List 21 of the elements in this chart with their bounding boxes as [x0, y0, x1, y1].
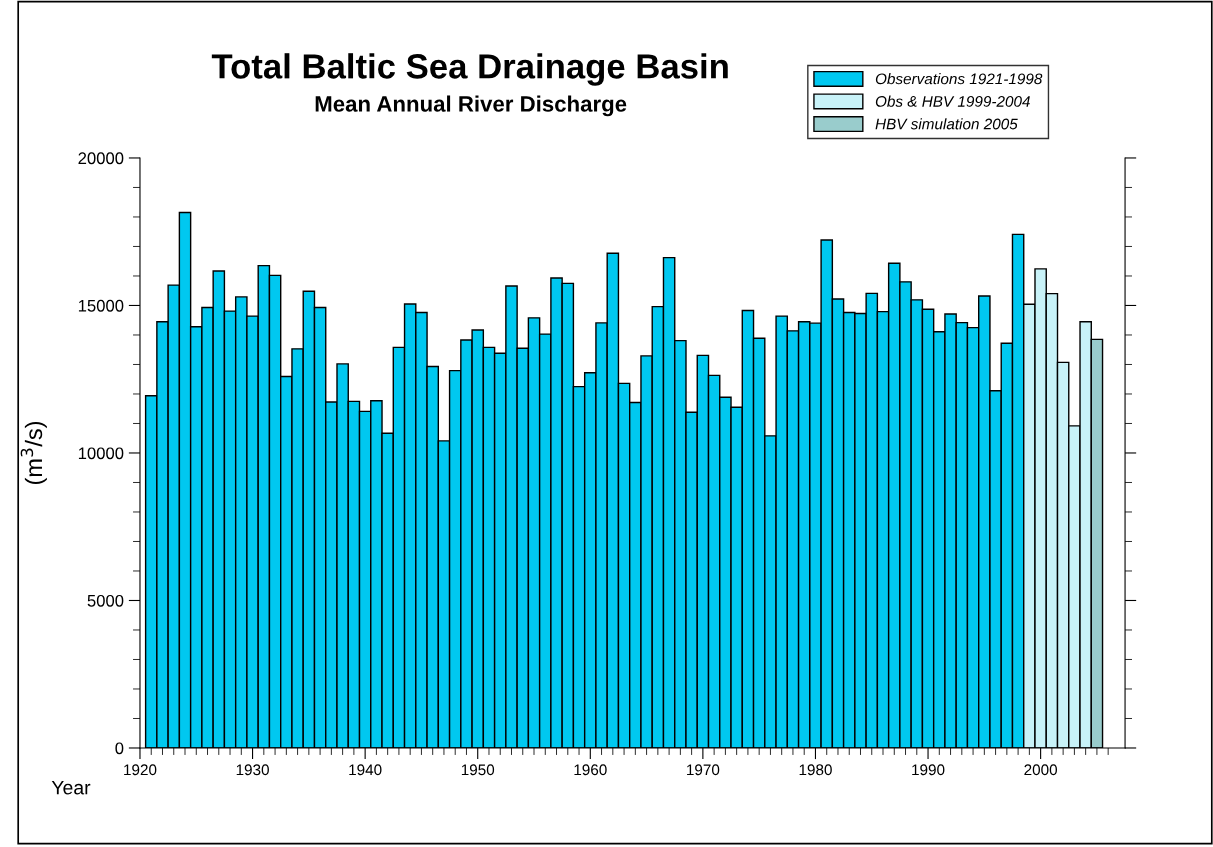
- legend-label: Observations 1921-1998: [875, 73, 1043, 85]
- chart-subtitle: Mean Annual River Discharge: [315, 95, 627, 117]
- y-tick-label: 10000: [78, 447, 124, 460]
- x-tick-label: 1960: [574, 764, 607, 776]
- x-axis-title: Year: [51, 780, 91, 795]
- x-tick-label: 1940: [349, 764, 382, 776]
- y-axis-title: (m$^{3}$/s): [20, 421, 47, 485]
- x-tick-label: 1970: [687, 764, 720, 776]
- y-tick-label: 0: [115, 742, 124, 755]
- y-tick-label: 5000: [87, 594, 124, 607]
- y-tick-label: 15000: [78, 299, 124, 312]
- legend-label: Obs & HBV 1999-2004: [875, 95, 1030, 107]
- chart-title: Total Baltic Sea Drainage Basin: [211, 53, 728, 86]
- x-tick-label: 1930: [236, 764, 269, 776]
- x-tick-label: 1980: [799, 764, 832, 776]
- legend-label: HBV simulation 2005: [875, 118, 1018, 130]
- y-tick-label: 20000: [78, 152, 124, 165]
- x-tick-label: 1920: [124, 764, 157, 776]
- x-tick-label: 1990: [912, 764, 945, 776]
- x-tick-label: 1950: [461, 764, 495, 776]
- x-tick-label: 2000: [1024, 764, 1058, 776]
